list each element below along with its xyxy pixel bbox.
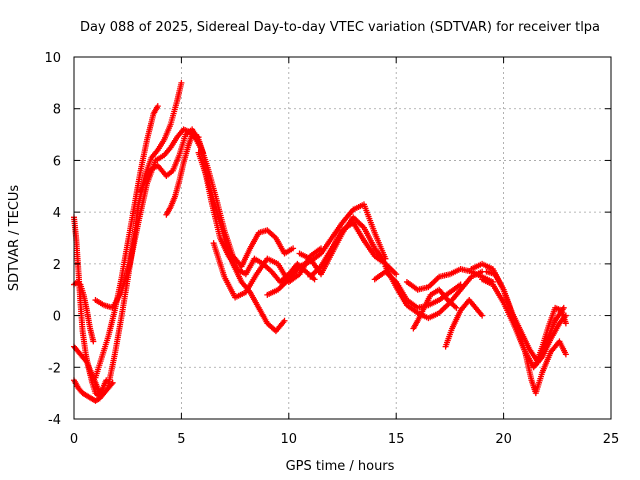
data-point-markers [264,201,389,298]
data-point-markers [410,286,460,332]
x-tick-label: 20 [495,432,512,447]
data-point-markers [92,126,206,311]
y-tick-label: 4 [53,206,61,221]
y-tick-label: 0 [53,310,61,325]
y-tick-label: 2 [53,258,61,273]
y-tick-label: 8 [53,103,61,118]
data-point-markers [442,297,486,350]
x-axis-label: GPS time / hours [286,459,395,474]
data-point-markers [532,304,569,368]
satellite-track-9 [163,131,202,218]
x-tick-label: 5 [177,432,185,447]
grid [74,57,611,419]
y-tick-label: 10 [44,51,61,66]
data-series [71,79,569,404]
y-tick-label: -2 [48,361,61,376]
data-point-markers [92,103,161,381]
axis-ticks: 0 5 10 15 20 25 -4 -2 0 2 4 6 8 10 [44,51,619,447]
satellite-track-11 [195,136,297,270]
data-point-markers [195,149,288,335]
data-point-markers [105,79,185,389]
chart-title: Day 088 of 2025, Sidereal Day-to-day VTE… [80,20,600,35]
satellite-track-6 [105,79,185,389]
y-axis-label: SDTVAR / TECUs [7,185,22,292]
x-tick-label: 25 [603,432,620,447]
satellite-track-14 [264,201,389,298]
satellite-track-21 [442,297,486,350]
satellite-track-16 [307,219,389,280]
x-tick-label: 10 [281,432,298,447]
data-point-markers [163,131,202,218]
satellite-track-10 [195,149,288,335]
plot-frame [73,56,612,420]
satellite-track-5 [92,103,161,381]
data-point-markers [195,136,297,270]
y-tick-label: -4 [48,413,61,428]
satellite-track-13 [210,240,325,301]
x-tick-label: 0 [70,432,78,447]
satellite-track-20 [410,286,460,332]
y-tick-label: 6 [53,154,61,169]
satellite-track-12 [199,157,318,285]
data-point-markers [307,219,389,280]
satellite-track-4 [71,278,97,345]
series-line [94,105,159,378]
x-tick-label: 15 [388,432,405,447]
satellite-track-25 [532,304,569,368]
satellite-track-18 [382,263,486,322]
satellite-track-7 [92,126,206,311]
